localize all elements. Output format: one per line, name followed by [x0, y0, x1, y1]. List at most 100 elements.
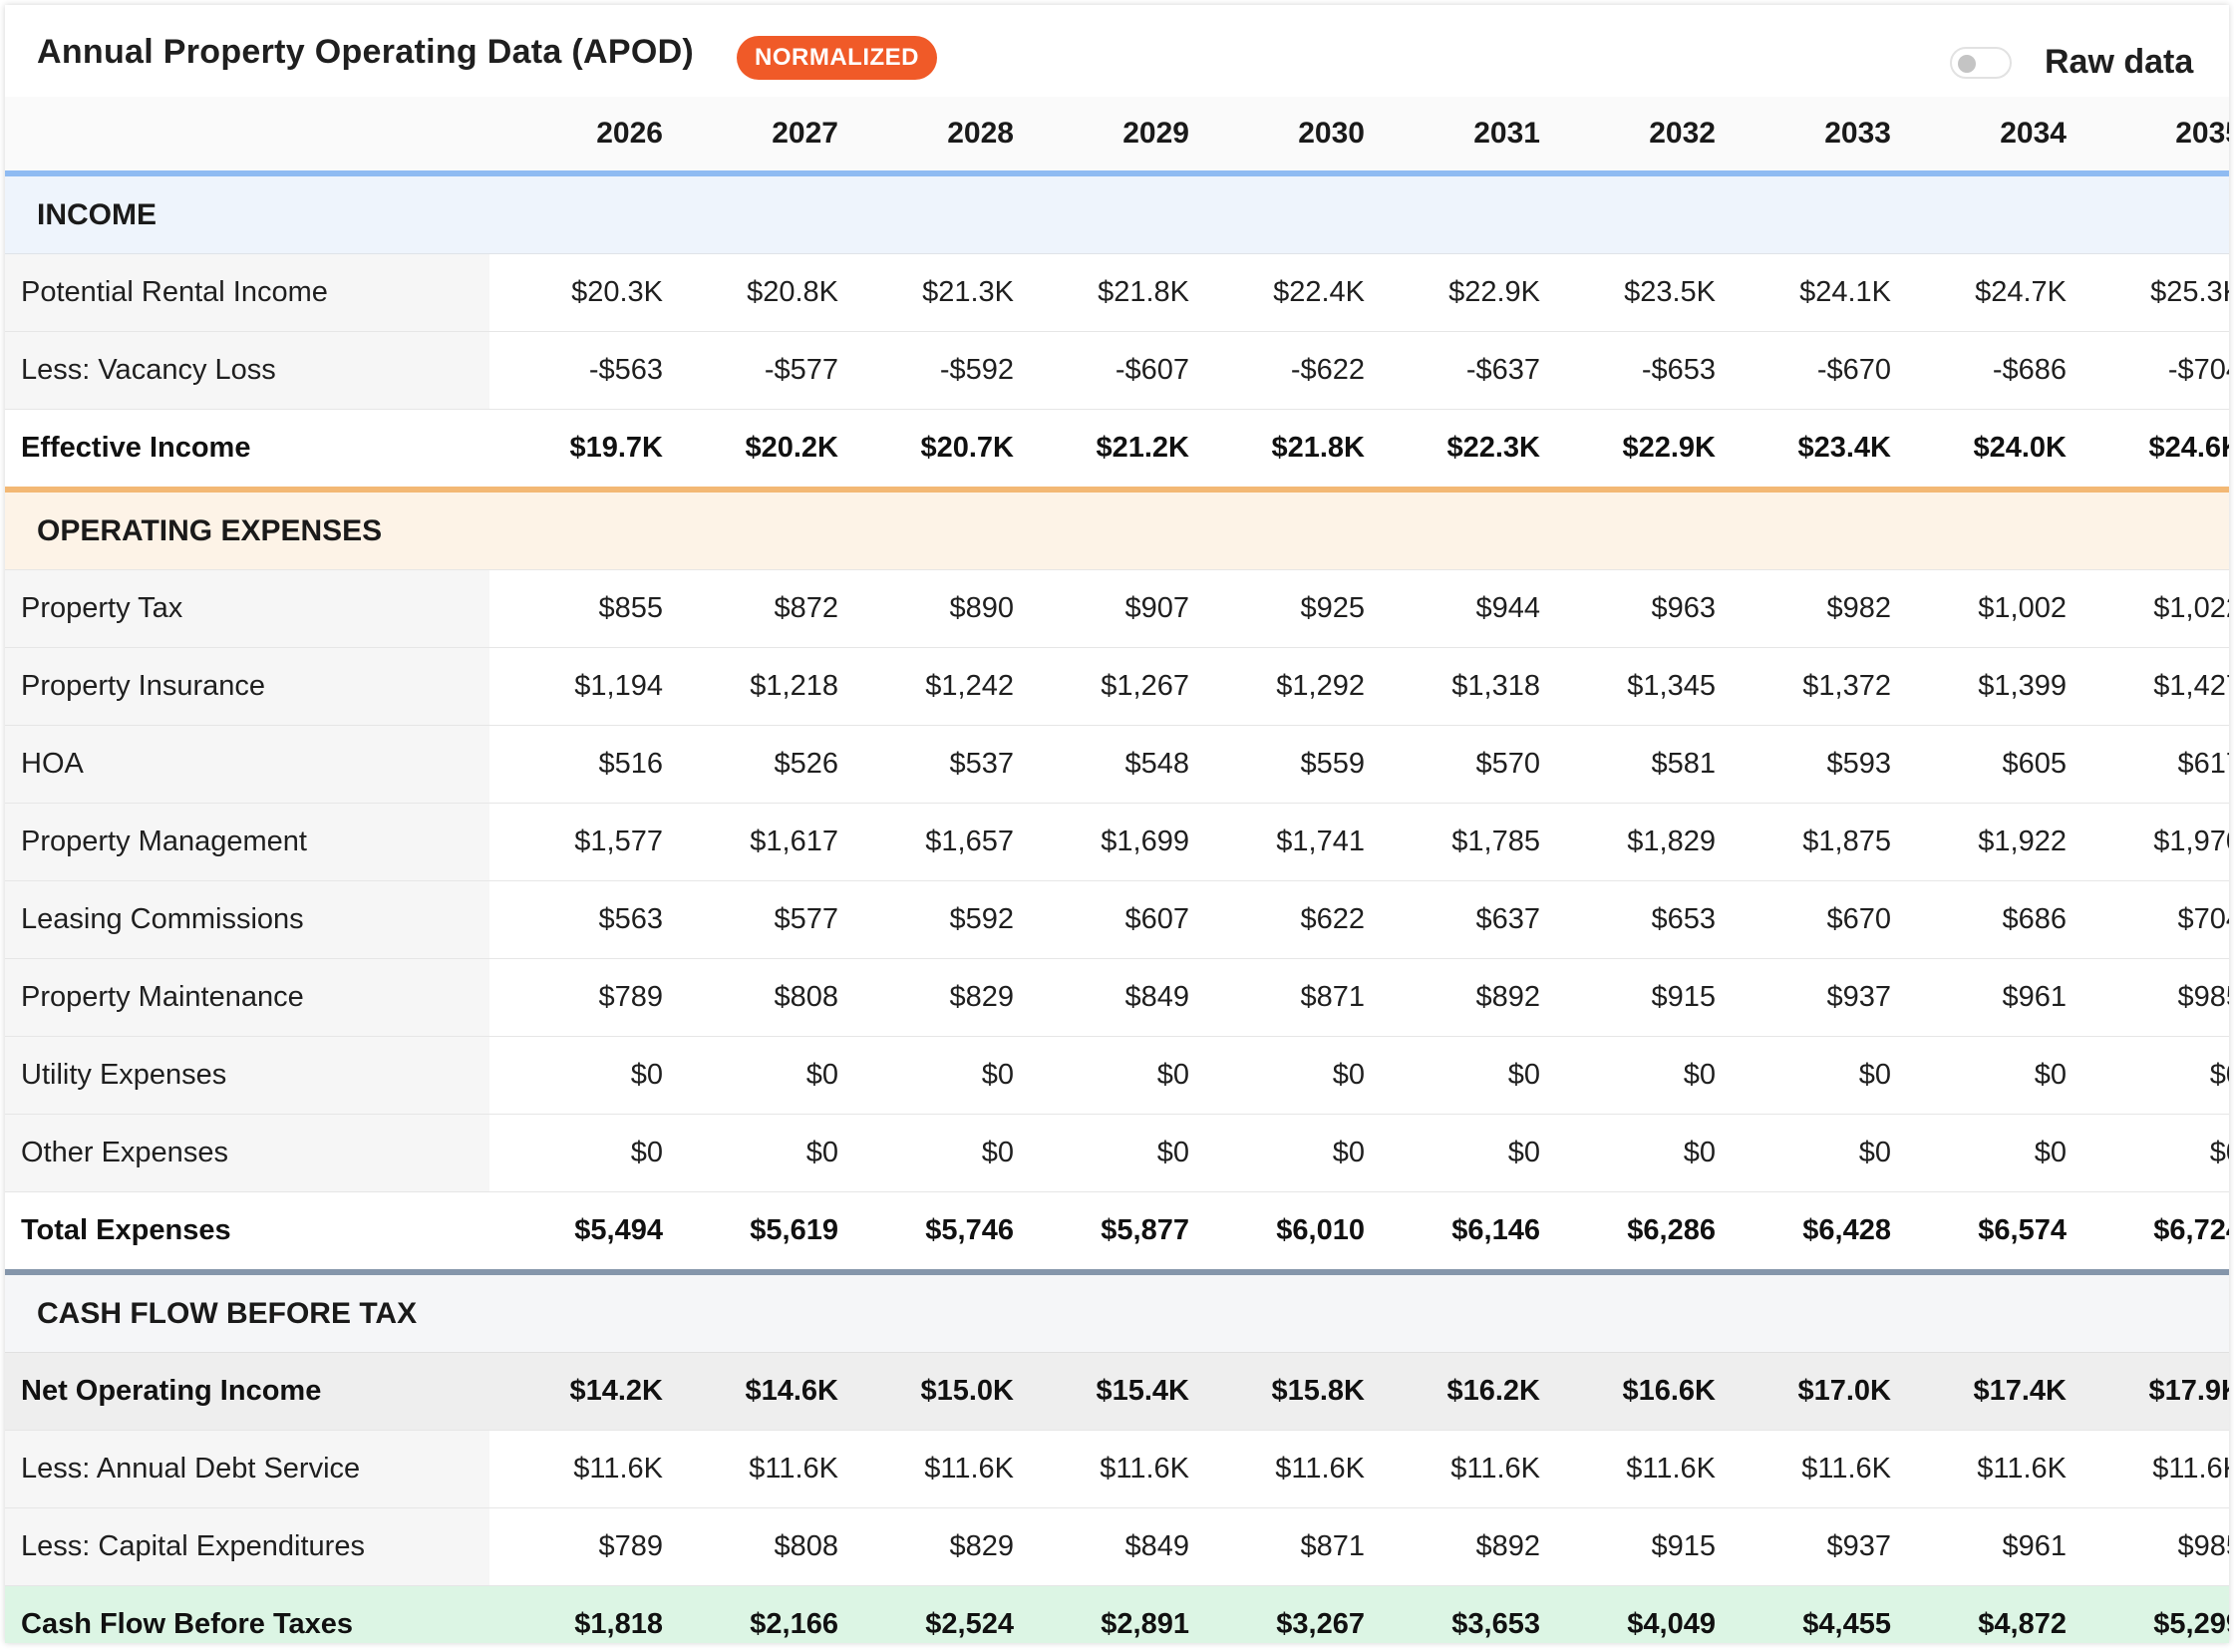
value-cell: $0: [665, 1036, 840, 1115]
value-cell: $17.9K: [2069, 1352, 2229, 1431]
value-cell: $21.8K: [1016, 253, 1191, 332]
value-cell: $21.3K: [840, 253, 1016, 332]
value-cell: $1,242: [840, 647, 1016, 726]
section-title: INCOME: [5, 170, 2229, 254]
value-cell: $11.6K: [489, 1430, 665, 1508]
value-cell: $0: [2069, 1036, 2229, 1115]
value-cell: $937: [1718, 958, 1893, 1037]
value-cell: $704: [2069, 880, 2229, 959]
row-cash-flow-before-taxes: Cash Flow Before Taxes $1,818 $2,166 $2,524…: [5, 1585, 2229, 1643]
value-cell: $0: [665, 1114, 840, 1192]
normalized-badge: NORMALIZED: [737, 36, 937, 80]
row-potential-rental-income: Potential Rental Income $20.3K $20.8K $21.3…: [5, 253, 2229, 332]
value-cell: $1,818: [489, 1585, 665, 1643]
value-cell: $617: [2069, 725, 2229, 804]
value-cell: $0: [1718, 1036, 1893, 1115]
value-cell: $548: [1016, 725, 1191, 804]
raw-data-toggle[interactable]: [1950, 47, 2012, 79]
year-header-row: 2026 2027 2028 2029 2030 2031 2032 2033 …: [5, 97, 2229, 173]
value-cell: $5,619: [665, 1191, 840, 1273]
value-cell: $592: [840, 880, 1016, 959]
value-cell: $985: [2069, 1507, 2229, 1586]
value-cell: $2,166: [665, 1585, 840, 1643]
value-cell: $1,218: [665, 647, 840, 726]
value-cell: $24.7K: [1893, 253, 2069, 332]
value-cell: -$637: [1367, 331, 1542, 410]
apod-table: 2026 2027 2028 2029 2030 2031 2032 2033 …: [5, 97, 2229, 1643]
value-cell: $22.9K: [1367, 253, 1542, 332]
value-cell: $0: [1191, 1114, 1367, 1192]
value-cell: $1,875: [1718, 803, 1893, 881]
value-cell: $22.9K: [1542, 409, 1718, 491]
value-cell: $2,524: [840, 1585, 1016, 1643]
row-label: Less: Vacancy Loss: [5, 331, 489, 410]
value-cell: $21.2K: [1016, 409, 1191, 491]
value-cell: -$577: [665, 331, 840, 410]
value-cell: $581: [1542, 725, 1718, 804]
raw-data-label: Raw data: [2045, 43, 2194, 81]
value-cell: $1,372: [1718, 647, 1893, 726]
value-cell: $516: [489, 725, 665, 804]
row-label: Leasing Commissions: [5, 880, 489, 959]
value-cell: $5,877: [1016, 1191, 1191, 1273]
value-cell: $0: [1893, 1114, 2069, 1192]
value-cell: $593: [1718, 725, 1893, 804]
value-cell: $11.6K: [2069, 1430, 2229, 1508]
row-label: Less: Capital Expenditures: [5, 1507, 489, 1586]
value-cell: $6,574: [1893, 1191, 2069, 1273]
value-cell: $0: [2069, 1114, 2229, 1192]
value-cell: $622: [1191, 880, 1367, 959]
value-cell: $829: [840, 958, 1016, 1037]
value-cell: $0: [840, 1114, 1016, 1192]
value-cell: $0: [1016, 1114, 1191, 1192]
value-cell: $0: [1367, 1036, 1542, 1115]
row-label: HOA: [5, 725, 489, 804]
value-cell: $915: [1542, 1507, 1718, 1586]
value-cell: $1,002: [1893, 569, 2069, 648]
value-cell: $6,428: [1718, 1191, 1893, 1273]
row-label: Cash Flow Before Taxes: [5, 1585, 489, 1643]
year-header: 2030: [1191, 97, 1367, 173]
row-label: Total Expenses: [5, 1191, 489, 1273]
value-cell: $16.6K: [1542, 1352, 1718, 1431]
value-cell: $526: [665, 725, 840, 804]
value-cell: $5,746: [840, 1191, 1016, 1273]
value-cell: $0: [489, 1114, 665, 1192]
value-cell: $537: [840, 725, 1016, 804]
value-cell: $789: [489, 958, 665, 1037]
value-cell: -$670: [1718, 331, 1893, 410]
value-cell: $15.8K: [1191, 1352, 1367, 1431]
value-cell: $1,970: [2069, 803, 2229, 881]
value-cell: $1,657: [840, 803, 1016, 881]
value-cell: $15.0K: [840, 1352, 1016, 1431]
toggle-knob: [1958, 55, 1976, 73]
value-cell: $22.4K: [1191, 253, 1367, 332]
card-header: Annual Property Operating Data (APOD) NO…: [5, 5, 2229, 97]
row-property-management: Property Management $1,577 $1,617 $1,657 $1,…: [5, 803, 2229, 881]
value-cell: $5,299: [2069, 1585, 2229, 1643]
value-cell: $925: [1191, 569, 1367, 648]
header-spacer: [5, 97, 489, 173]
value-cell: $605: [1893, 725, 2069, 804]
value-cell: $16.2K: [1367, 1352, 1542, 1431]
value-cell: $982: [1718, 569, 1893, 648]
value-cell: $17.4K: [1893, 1352, 2069, 1431]
row-label: Utility Expenses: [5, 1036, 489, 1115]
value-cell: $1,617: [665, 803, 840, 881]
value-cell: $670: [1718, 880, 1893, 959]
row-label: Property Maintenance: [5, 958, 489, 1037]
value-cell: -$592: [840, 331, 1016, 410]
value-cell: $11.6K: [1718, 1430, 1893, 1508]
value-cell: $1,829: [1542, 803, 1718, 881]
value-cell: $1,194: [489, 647, 665, 726]
value-cell: $11.6K: [1893, 1430, 2069, 1508]
value-cell: $4,049: [1542, 1585, 1718, 1643]
value-cell: $808: [665, 958, 840, 1037]
row-label: Property Tax: [5, 569, 489, 648]
value-cell: $14.6K: [665, 1352, 840, 1431]
value-cell: $0: [1542, 1114, 1718, 1192]
value-cell: $1,022: [2069, 569, 2229, 648]
section-operating-expenses: OPERATING EXPENSES: [5, 487, 2229, 570]
value-cell: -$607: [1016, 331, 1191, 410]
value-cell: $871: [1191, 1507, 1367, 1586]
